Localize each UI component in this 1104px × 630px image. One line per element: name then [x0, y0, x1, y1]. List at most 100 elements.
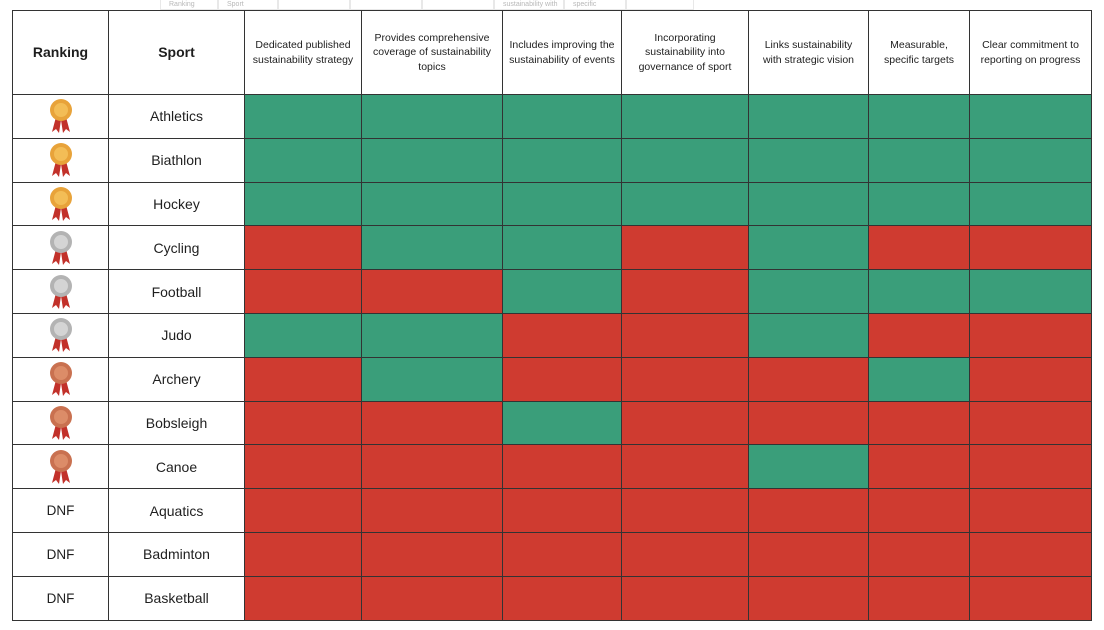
criterion-cell-reporting-not-met [969, 444, 1092, 490]
criterion-cell-events-not-met [502, 575, 622, 621]
gold-medal-icon [47, 185, 75, 223]
sport-name: Hockey [108, 181, 245, 227]
criterion-cell-reporting-not-met [969, 356, 1092, 402]
criterion-cell-targets-met [868, 137, 970, 183]
sport-name: Archery [108, 356, 245, 402]
faded-header-cell [422, 0, 494, 10]
criterion-cell-targets-not-met [868, 488, 970, 533]
criterion-cell-coverage-not-met [361, 269, 503, 314]
criterion-cell-strategic-vision-not-met [748, 400, 869, 446]
rank-label: DNF [46, 503, 75, 519]
sport-name: Canoe [108, 444, 245, 490]
faded-header-cell [278, 0, 350, 10]
header-row: Ranking Sport Dedicated published sustai… [12, 10, 1092, 95]
criterion-cell-targets-met [868, 181, 970, 227]
criterion-cell-events-met [502, 94, 622, 139]
column-header-reporting: Clear commitment to reporting on progres… [969, 10, 1092, 95]
criterion-cell-strategic-vision-met [748, 225, 869, 271]
rank-cell: DNF [12, 488, 109, 533]
criterion-cell-events-met [502, 400, 622, 446]
rank-cell [12, 181, 109, 227]
sport-name: Biathlon [108, 137, 245, 183]
criterion-cell-governance-not-met [621, 444, 749, 490]
column-header-coverage: Provides comprehensive coverage of susta… [361, 10, 503, 95]
criterion-cell-events-met [502, 225, 622, 271]
criterion-cell-strategy-not-met [244, 225, 362, 271]
criterion-cell-coverage-not-met [361, 444, 503, 490]
faded-header-strip: Ranking Sport sustainability with specific [160, 0, 694, 10]
faded-header-cell [626, 0, 694, 10]
column-header-ranking: Ranking [12, 10, 109, 95]
criterion-cell-events-met [502, 181, 622, 227]
criterion-cell-targets-met [868, 269, 970, 314]
criterion-cell-coverage-not-met [361, 575, 503, 621]
criterion-cell-governance-not-met [621, 312, 749, 358]
criterion-cell-strategy-not-met [244, 356, 362, 402]
sport-name: Aquatics [108, 488, 245, 533]
silver-medal-icon [47, 273, 75, 311]
table-body: Athletics Biathlon Hockey Cycling Football Ju… [12, 94, 1092, 621]
criterion-cell-events-met [502, 269, 622, 314]
criterion-cell-targets-not-met [868, 312, 970, 358]
criterion-cell-reporting-not-met [969, 225, 1092, 271]
faded-header-cell [350, 0, 422, 10]
criterion-cell-coverage-not-met [361, 400, 503, 446]
criterion-cell-governance-not-met [621, 225, 749, 271]
sport-name: Cycling [108, 225, 245, 271]
criterion-cell-events-met [502, 137, 622, 183]
rank-cell: DNF [12, 575, 109, 621]
criterion-cell-governance-met [621, 137, 749, 183]
table-row: Athletics [12, 94, 1092, 139]
criterion-cell-reporting-met [969, 181, 1092, 227]
criterion-cell-strategic-vision-met [748, 312, 869, 358]
sport-name: Athletics [108, 94, 245, 139]
criterion-cell-coverage-not-met [361, 488, 503, 533]
criterion-cell-reporting-not-met [969, 488, 1092, 533]
table-row: Bobsleigh [12, 400, 1092, 446]
column-header-strategic-vision: Links sustainability with strategic visi… [748, 10, 869, 95]
criterion-cell-targets-not-met [868, 225, 970, 271]
criterion-cell-reporting-not-met [969, 400, 1092, 446]
criterion-cell-targets-met [868, 356, 970, 402]
criterion-cell-coverage-met [361, 137, 503, 183]
column-header-governance: Incorporating sustainability into govern… [621, 10, 749, 95]
bronze-medal-icon [47, 448, 75, 486]
criterion-cell-targets-not-met [868, 531, 970, 577]
rank-cell [12, 225, 109, 271]
sport-name: Football [108, 269, 245, 314]
criterion-cell-reporting-not-met [969, 531, 1092, 577]
criterion-cell-coverage-met [361, 94, 503, 139]
criterion-cell-strategy-not-met [244, 400, 362, 446]
rank-cell [12, 444, 109, 490]
rank-cell [12, 312, 109, 358]
criterion-cell-strategy-met [244, 94, 362, 139]
rank-cell [12, 137, 109, 183]
criterion-cell-strategy-not-met [244, 269, 362, 314]
criterion-cell-strategic-vision-not-met [748, 356, 869, 402]
criterion-cell-coverage-met [361, 312, 503, 358]
criterion-cell-strategy-not-met [244, 575, 362, 621]
criterion-cell-reporting-met [969, 94, 1092, 139]
criterion-cell-targets-met [868, 94, 970, 139]
criterion-cell-targets-not-met [868, 444, 970, 490]
criterion-cell-reporting-met [969, 137, 1092, 183]
rank-cell [12, 269, 109, 314]
table-row: Biathlon [12, 137, 1092, 183]
gold-medal-icon [47, 97, 75, 135]
rank-cell [12, 94, 109, 139]
criterion-cell-governance-not-met [621, 400, 749, 446]
criterion-cell-governance-not-met [621, 531, 749, 577]
table-row: Canoe [12, 444, 1092, 490]
criterion-cell-governance-not-met [621, 575, 749, 621]
criterion-cell-events-not-met [502, 312, 622, 358]
column-header-events: Includes improving the sustainability of… [502, 10, 622, 95]
column-header-strategy: Dedicated published sustainability strat… [244, 10, 362, 95]
faded-header-cell: sustainability with [494, 0, 564, 10]
table-row: Archery [12, 356, 1092, 402]
table-row: DNF Basketball [12, 575, 1092, 621]
column-header-targets: Measurable, specific targets [868, 10, 970, 95]
criterion-cell-strategic-vision-not-met [748, 531, 869, 577]
table-row: Hockey [12, 181, 1092, 227]
sport-name: Judo [108, 312, 245, 358]
table-row: DNF Aquatics [12, 488, 1092, 533]
